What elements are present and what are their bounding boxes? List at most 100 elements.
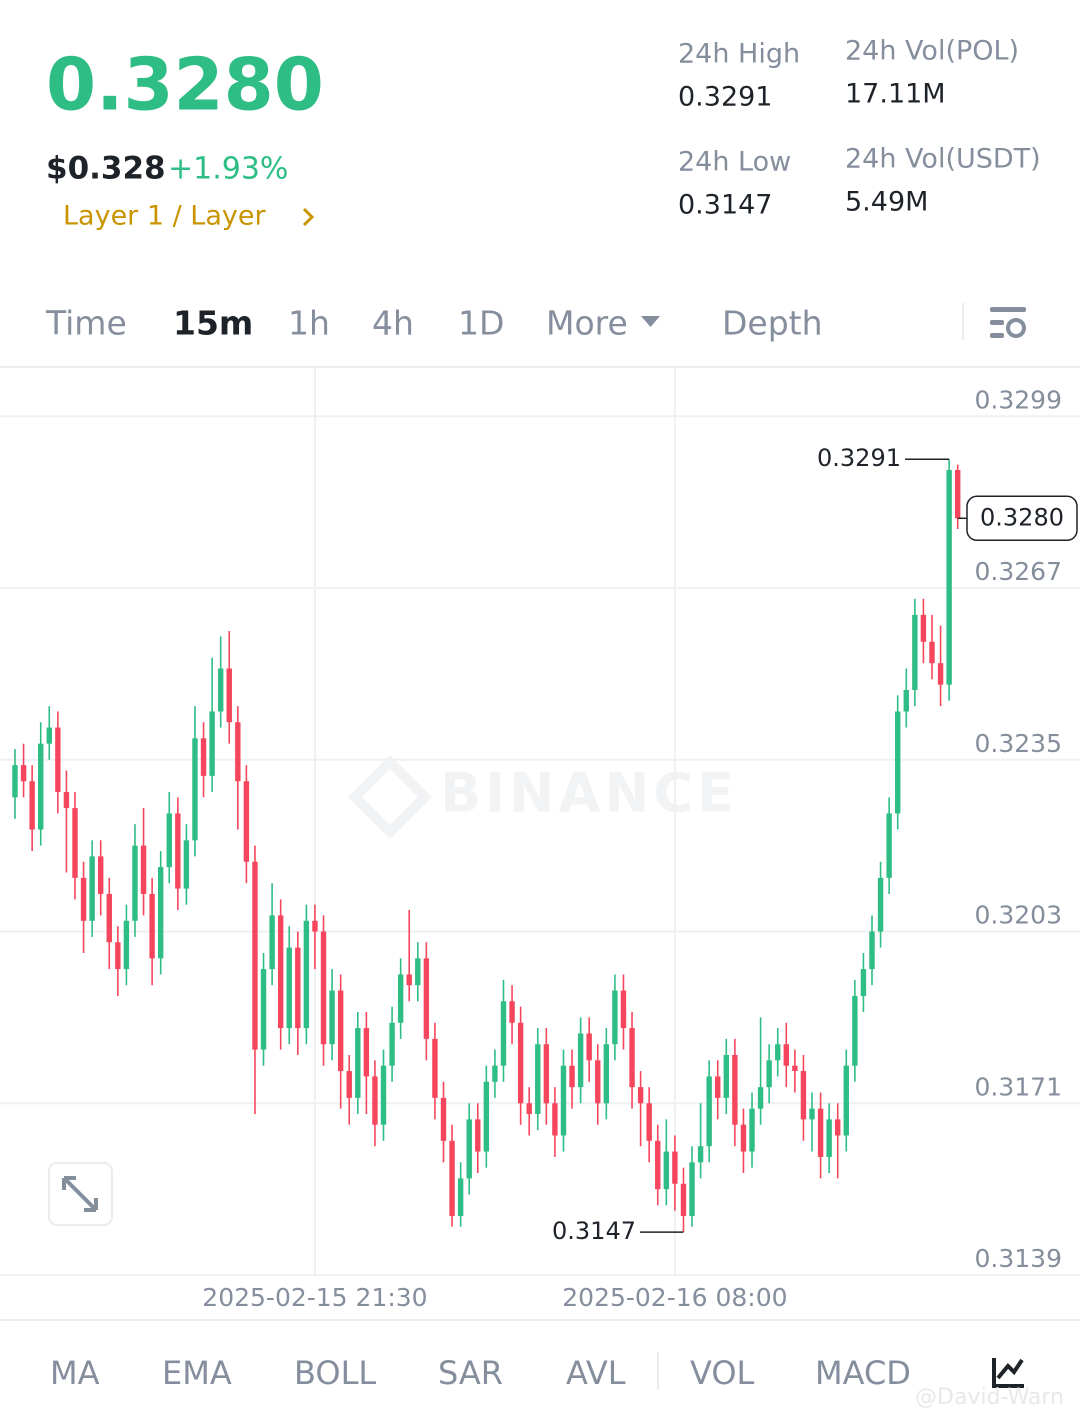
indicator-tab[interactable]: AVL [566,1354,626,1392]
candle-body [20,765,27,782]
candle-body [603,1044,610,1104]
candle-body [80,877,87,921]
timeframe-tab[interactable]: 4h [372,304,414,343]
candle-body [55,727,61,792]
candle-body [552,1103,558,1136]
candle-body [766,1060,772,1088]
candle-body [817,1108,824,1157]
candle-body [303,920,310,1029]
candle-body [277,915,284,1029]
candle-body [509,1001,515,1023]
chevron-icon[interactable] [302,207,315,227]
y-tick-label: 0.3299 [975,385,1062,414]
candle-body [809,1108,815,1120]
candle-body [946,469,952,685]
candle-body [826,1119,832,1157]
candle-body [543,1044,550,1104]
candle-body [423,958,430,1039]
price-usd: $0.328 [46,151,166,187]
candle-body [877,877,884,932]
candle-body [115,942,121,970]
candle-body [577,1033,584,1088]
stat-label: 24h Vol(POL) [845,36,1019,67]
chart-icon[interactable] [992,1358,1024,1388]
candle-body [380,1065,387,1125]
stat-value: 5.49M [845,187,928,218]
timeframe-tab[interactable]: 1h [288,304,330,343]
candle-body [175,813,181,889]
candle-body [715,1076,721,1098]
candle-body [406,974,412,986]
stat-label: 24h Vol(USDT) [845,144,1041,175]
candle-body [912,614,918,691]
candle-body [397,974,404,1023]
candle-body [29,781,35,830]
candle-body [526,1103,532,1114]
candle-body [46,727,52,744]
candle-body [389,1022,395,1066]
candle-body [209,711,215,776]
timeframe-tab[interactable]: Time [45,304,127,343]
candle-body [886,813,892,878]
indicator-tab[interactable]: EMA [162,1354,232,1392]
icon-axis [992,1358,1024,1388]
candle-body [243,781,250,862]
candle-body [612,990,618,1045]
icon-bar [990,307,1026,312]
indicator-tab[interactable]: BOLL [294,1354,376,1392]
stat-label: 24h High [678,39,800,70]
candle-body [329,990,335,1045]
last-price: 0.3280 [46,43,324,127]
candle-body [457,1178,464,1216]
indicator-tab[interactable]: VOL [690,1354,755,1392]
candle-body [63,791,70,809]
icon-bar [990,320,1004,325]
category-link[interactable]: Layer 1 / Layer [63,201,266,232]
candle-body [140,845,147,894]
candle-body [355,1028,361,1098]
candle-body [260,969,267,1050]
chart: 2025-02-15 21:30 2025-02-16 08:00 0.3139 0.… [0,368,1080,1312]
timeframe-tab[interactable]: 1D [458,304,504,343]
stat-value: 17.11M [845,79,946,110]
indicator-tab[interactable]: MACD [815,1354,911,1392]
y-tick-label: 0.3139 [975,1244,1062,1273]
candle-body [226,668,232,723]
candle-body [757,1087,764,1109]
watermark-logo [347,754,433,840]
candle-body [449,1140,455,1216]
timeframe-tab[interactable]: Depth [722,304,823,343]
candle-body [637,1087,644,1104]
icon-bar [990,333,1004,338]
y-tick-label: 0.3203 [975,901,1062,930]
stat-value: 0.3147 [678,190,772,221]
candle-body [483,1081,490,1152]
candle-body [12,765,18,798]
candle-body [132,845,138,921]
timeframe-tab[interactable]: More [546,304,628,343]
indicator-tab[interactable]: SAR [438,1354,503,1392]
candle-body [560,1065,567,1136]
candle-body [732,1054,738,1125]
candle-body [337,990,344,1072]
stat-label: 24h Low [678,147,791,178]
candle-body [835,1119,841,1136]
dropdown-arrow[interactable] [641,316,660,327]
candle-body [252,861,258,1050]
candle-body [106,893,112,943]
candle-body [415,958,421,986]
settings-icon[interactable] [990,307,1026,338]
candle-body [680,1183,687,1216]
indicator-tab[interactable]: MA [50,1354,100,1392]
candle-body [346,1071,352,1098]
candle-body [157,867,164,959]
timeframe-tab[interactable]: 15m [173,304,253,343]
stat-value: 0.3291 [678,82,772,113]
expand-button[interactable] [48,1162,113,1226]
candle-body [697,1146,704,1163]
candle-body [869,931,875,970]
candle-body [663,1151,670,1190]
candle-body [903,690,909,712]
candle-body [286,947,292,1029]
